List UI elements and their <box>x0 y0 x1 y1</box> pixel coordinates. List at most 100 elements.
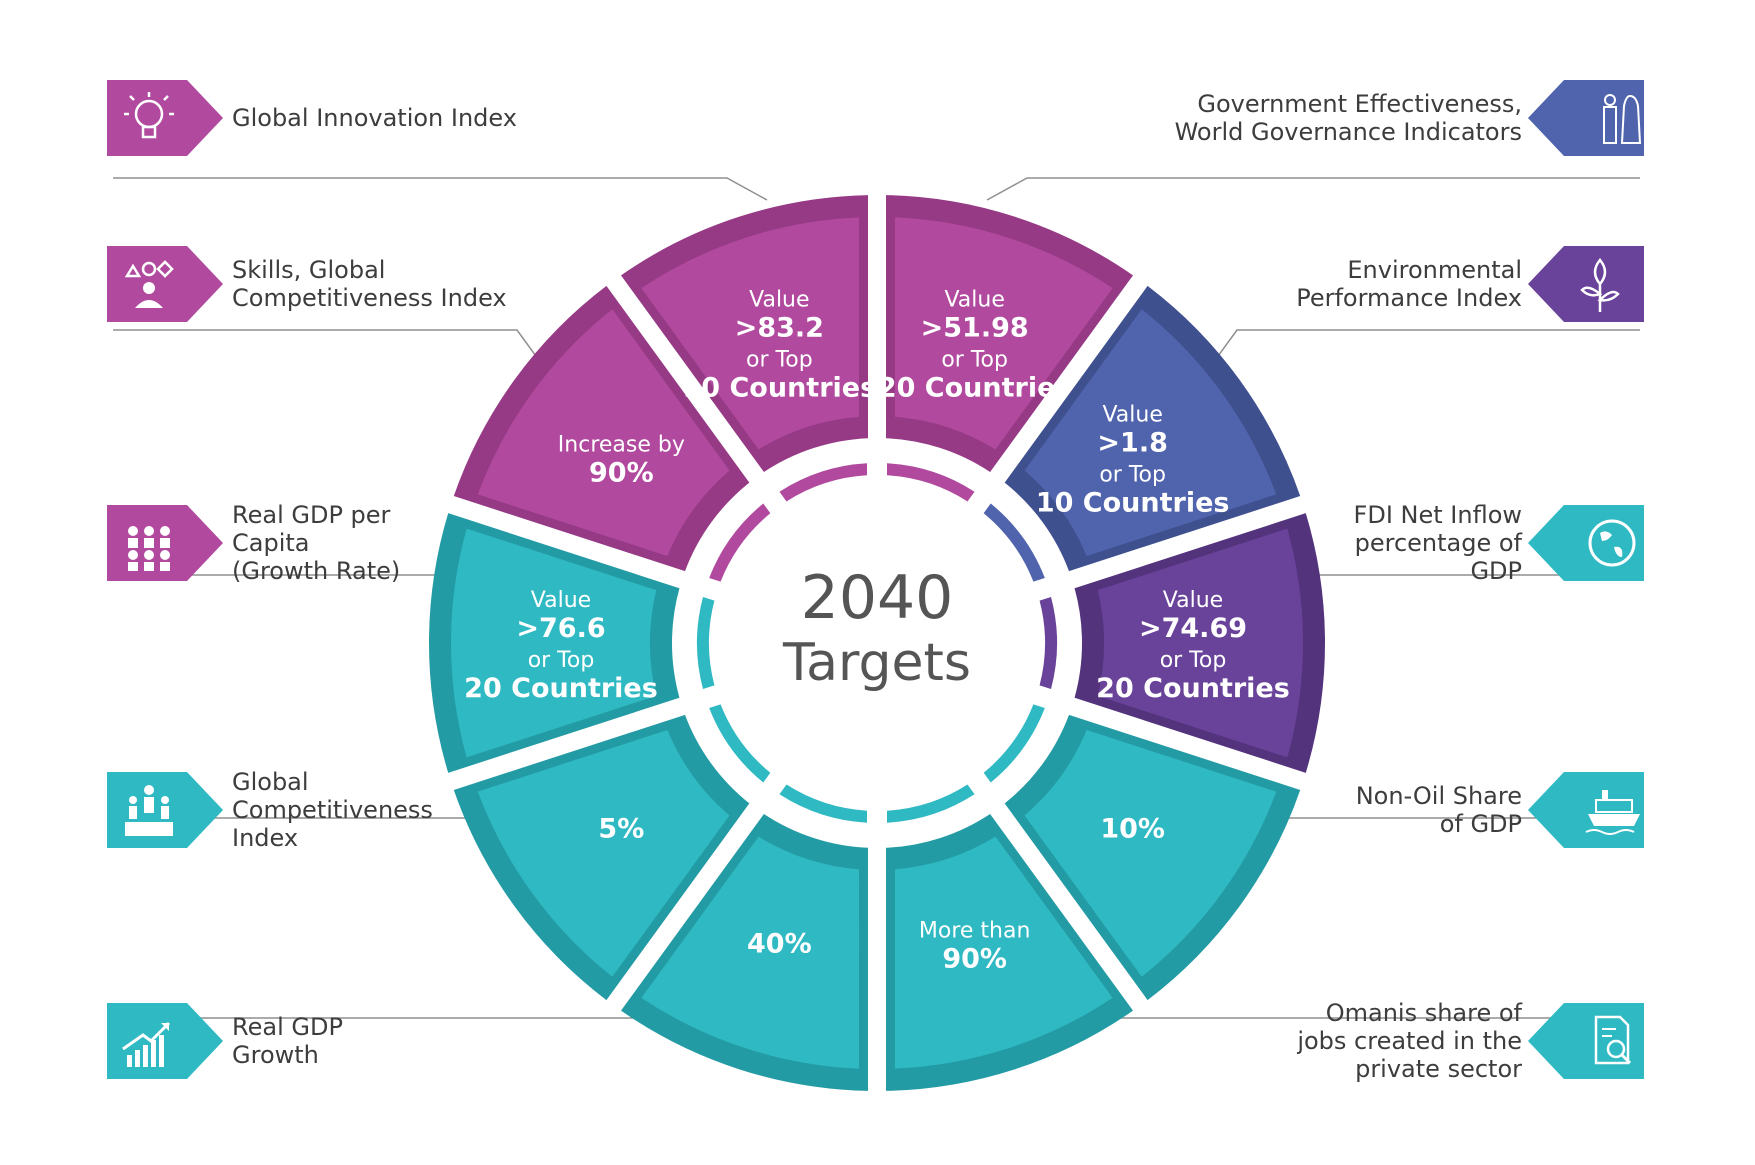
segment-text: 10% <box>1100 814 1165 845</box>
label-line: Growth <box>232 1041 319 1069</box>
lightbulb-icon <box>124 92 174 139</box>
segment-text: or Top <box>528 648 595 673</box>
label-line: private sector <box>1355 1055 1522 1083</box>
segment-text: Value <box>1163 588 1223 613</box>
segment-face <box>894 217 1113 450</box>
people-group-icon <box>128 526 170 571</box>
label-line: Environmental <box>1347 256 1522 284</box>
cargo-ship-badge <box>1528 772 1644 848</box>
label-line: World Governance Indicators <box>1174 118 1522 146</box>
indicator-label-environmental: Environmental Performance Index <box>1296 256 1522 312</box>
segment-text: 10 Countries <box>1036 487 1230 518</box>
segment-face <box>641 836 860 1069</box>
segment-text: 20 Countries <box>464 673 658 704</box>
ring-segment-real-gdp-per-capita <box>709 503 771 582</box>
globe-badge <box>1528 505 1644 581</box>
segment-text: Value <box>1102 402 1162 427</box>
growth-chart-icon <box>122 1021 171 1067</box>
segment-text: >51.98 <box>921 312 1029 343</box>
segment-face <box>1024 730 1277 977</box>
segment-face <box>1097 528 1303 758</box>
podium-icon <box>125 785 173 836</box>
ring-segment-environmental <box>1039 596 1057 690</box>
podium-badge <box>107 772 223 848</box>
ring-segment-fdi <box>983 704 1045 783</box>
segment-text: or Top <box>746 347 813 372</box>
indicator-label-fdi: FDI Net Inflow percentage of GDP <box>1354 501 1522 585</box>
connector-line-left <box>113 329 558 386</box>
label-line: Skills, Global <box>232 256 386 284</box>
segment-text: Increase by <box>558 432 685 457</box>
segment-text: 20 Countries <box>1096 673 1290 704</box>
ring-segment-omanis-share <box>779 784 868 823</box>
segment-text: 10 Countries <box>683 372 877 403</box>
segment-face <box>641 217 860 450</box>
segment-text: >76.6 <box>516 613 605 644</box>
document-search-badge <box>1528 1003 1644 1079</box>
segment-real-gdp-growth: 5% <box>453 714 750 1001</box>
ring-segment-non-oil <box>886 784 975 823</box>
segment-omanis-share: 40% <box>621 813 869 1091</box>
indicator-label-skills: Skills, Global Competitiveness Index <box>232 256 507 312</box>
indicator-label-global-innovation: Global Innovation Index <box>232 104 517 132</box>
plant-icon <box>1580 258 1620 312</box>
label-line: Real GDP <box>232 1013 343 1041</box>
label-line: Competitiveness Index <box>232 284 507 312</box>
cargo-ship-icon <box>1585 790 1640 835</box>
label-line: jobs created in the <box>1297 1027 1522 1055</box>
plant-badge <box>1528 246 1644 322</box>
center-year: 2040 <box>801 563 954 633</box>
label-line: Competitiveness <box>232 796 433 824</box>
ring-segment-skills <box>779 463 868 502</box>
segment-text: >74.69 <box>1139 613 1247 644</box>
segment-text: 20 Countries <box>878 372 1072 403</box>
center-title: Targets <box>782 633 971 693</box>
person-shapes-icon <box>124 260 174 308</box>
segment-fdi: 10% <box>1004 714 1301 1001</box>
ring-segment-gov-effectiveness <box>983 503 1045 582</box>
indicator-label-real-gdp-per-capita: Real GDP per Capita (Growth Rate) <box>232 501 400 585</box>
label-line: FDI Net Inflow <box>1353 501 1522 529</box>
segment-text: 90% <box>942 944 1007 975</box>
segment-text: or Top <box>1160 648 1227 673</box>
center-label: 2040 Targets <box>782 563 971 693</box>
connector-line-right <box>986 177 1640 201</box>
indicator-label-non-oil: Non-Oil Share of GDP <box>1356 782 1522 838</box>
connector-line-right <box>1196 329 1640 386</box>
label-line: Non-Oil Share <box>1355 782 1522 810</box>
ring-segment-global-innovation <box>886 463 975 502</box>
people-group-badge <box>107 505 223 581</box>
label-line: Omanis share of <box>1325 999 1522 1027</box>
label-line: GDP <box>1470 557 1522 585</box>
indicator-label-gov-effectiveness: Government Effectiveness, World Governanc… <box>1175 90 1522 146</box>
connector-line-left <box>113 177 768 201</box>
segment-face <box>477 309 730 556</box>
segment-face <box>451 528 657 758</box>
segment-text: 40% <box>747 929 812 960</box>
label-line: percentage of <box>1354 529 1522 557</box>
label-line: Global <box>232 768 309 796</box>
document-search-icon <box>1594 1015 1632 1065</box>
label-line: Real GDP per <box>232 501 391 529</box>
segment-face <box>1024 309 1277 556</box>
indicator-label-omanis-share: Omanis share of jobs created in the privat… <box>1297 999 1522 1083</box>
lightbulb-badge <box>107 80 223 156</box>
indicator-label-real-gdp-growth: Real GDP Growth <box>232 1013 343 1069</box>
globe-icon <box>1588 519 1636 567</box>
officials-icon <box>1603 94 1642 144</box>
segment-text: Value <box>531 588 591 613</box>
label-line: Performance Index <box>1296 284 1522 312</box>
segment-text: Value <box>944 287 1004 312</box>
growth-chart-badge <box>107 1003 223 1079</box>
segment-text: 5% <box>598 814 644 845</box>
label-line: Index <box>232 824 299 852</box>
segment-text: >83.2 <box>735 312 824 343</box>
